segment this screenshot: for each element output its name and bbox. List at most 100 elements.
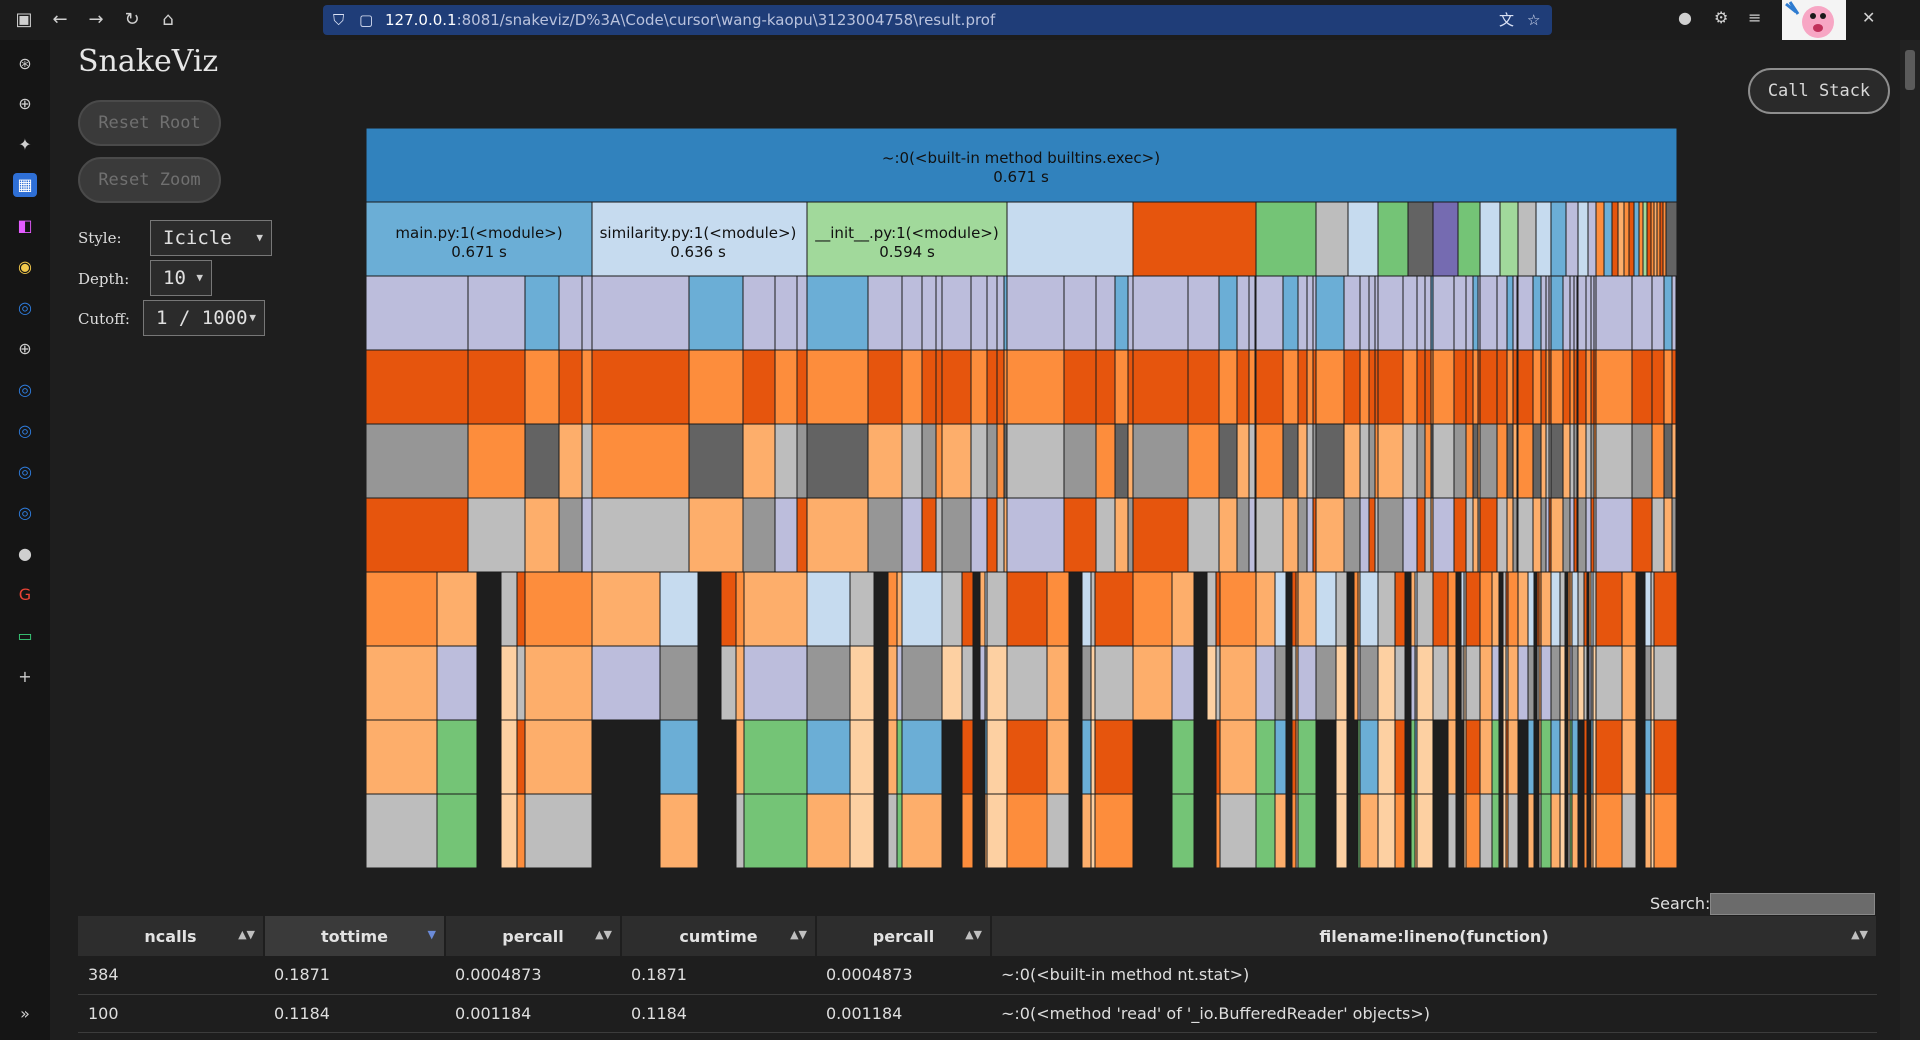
icicle-block[interactable]	[1507, 719, 1519, 795]
icicle-block[interactable]	[1255, 645, 1276, 721]
icicle-block[interactable]	[806, 423, 869, 499]
icicle-block[interactable]	[1491, 645, 1500, 721]
icicle-block[interactable]	[743, 719, 808, 795]
icicle-block[interactable]	[1633, 201, 1640, 277]
icicle-block[interactable]	[1315, 645, 1337, 721]
icicle-block[interactable]	[1595, 423, 1633, 499]
icicle-block[interactable]	[735, 719, 745, 795]
icicle-block[interactable]	[935, 349, 943, 425]
icicle-block[interactable]	[1651, 497, 1665, 573]
icicle-block[interactable]	[1506, 423, 1514, 499]
depth-select[interactable]: 10 ▼	[150, 260, 212, 296]
icicle-block[interactable]	[1465, 349, 1474, 425]
icicle-block[interactable]	[796, 275, 808, 351]
icicle-block[interactable]	[1132, 423, 1189, 499]
icicle-block[interactable]	[1540, 793, 1552, 868]
icicle-block[interactable]	[1535, 201, 1552, 277]
icicle-block[interactable]	[1577, 423, 1587, 499]
sort-icon[interactable]: ▲▼	[965, 928, 982, 941]
reset-root-button[interactable]: Reset Root	[78, 100, 221, 146]
icicle-block[interactable]	[1187, 275, 1220, 351]
icicle-block[interactable]	[1585, 497, 1592, 573]
icicle-block[interactable]	[1550, 645, 1561, 721]
icicle-block[interactable]	[1644, 571, 1652, 647]
main-node-time[interactable]: 0.671 s	[451, 243, 507, 261]
icicle-block[interactable]	[941, 497, 972, 573]
icicle-block[interactable]	[1006, 349, 1065, 425]
icicle-block[interactable]	[1315, 275, 1345, 351]
icicle-block[interactable]	[1046, 793, 1070, 868]
icicle-block[interactable]	[1527, 571, 1535, 647]
icicle-block[interactable]	[1540, 349, 1547, 425]
icicle-block[interactable]	[1506, 497, 1514, 573]
icicle-block[interactable]	[1571, 793, 1579, 868]
icicle-block[interactable]	[1297, 349, 1308, 425]
icicle-block[interactable]	[1472, 497, 1479, 573]
icicle-block[interactable]	[1550, 497, 1564, 573]
icicle-block[interactable]	[591, 571, 661, 647]
icicle-block[interactable]	[1416, 571, 1434, 647]
icicle-block[interactable]	[688, 497, 744, 573]
openai-icon[interactable]: ⊛	[18, 54, 32, 73]
icicle-block[interactable]	[1410, 645, 1416, 721]
icicle-block[interactable]	[1472, 275, 1479, 351]
icicle-block[interactable]	[436, 793, 478, 868]
icicle-block[interactable]	[1562, 497, 1571, 573]
icicle-block[interactable]	[1274, 719, 1287, 795]
icicle-block[interactable]	[1432, 423, 1455, 499]
icicle-block[interactable]	[867, 275, 903, 351]
icicle-block[interactable]	[1432, 201, 1459, 277]
icicle-block[interactable]	[558, 497, 583, 573]
icicle-block[interactable]	[1114, 349, 1129, 425]
icicle-block[interactable]	[796, 497, 808, 573]
icicle-block[interactable]	[1465, 497, 1474, 573]
icicle-block[interactable]	[516, 719, 526, 795]
icicle-block[interactable]	[720, 645, 737, 721]
icicle-block[interactable]	[1274, 645, 1287, 721]
icicle-block[interactable]	[1479, 423, 1498, 499]
add-icon[interactable]: +	[18, 667, 32, 686]
icicle-block[interactable]	[1653, 571, 1677, 647]
icicle-block[interactable]	[1671, 275, 1677, 351]
icicle-block[interactable]	[1410, 793, 1416, 868]
icicle-block[interactable]	[1571, 719, 1579, 795]
icicle-block[interactable]	[1507, 571, 1519, 647]
icicle-block[interactable]	[1527, 719, 1535, 795]
icicle-block[interactable]	[1496, 275, 1508, 351]
icicle-block[interactable]	[1550, 719, 1561, 795]
icicle-block[interactable]	[901, 423, 923, 499]
icicle-block[interactable]	[1359, 275, 1370, 351]
account-icon[interactable]: ●	[1678, 8, 1692, 27]
icicle-block[interactable]	[1595, 497, 1633, 573]
icicle-block[interactable]	[806, 571, 851, 647]
shield-icon[interactable]: ⛉	[333, 11, 345, 29]
icicle-block[interactable]	[1315, 571, 1337, 647]
icicle-block[interactable]	[1094, 719, 1134, 795]
icicle-block[interactable]	[867, 497, 903, 573]
icicle-block[interactable]	[1432, 349, 1455, 425]
icicle-block[interactable]	[1571, 645, 1579, 721]
icicle-block[interactable]	[996, 349, 1005, 425]
icicle-block[interactable]	[961, 793, 974, 868]
icicle-block[interactable]	[1255, 793, 1276, 868]
icicle-block[interactable]	[806, 275, 869, 351]
col-ncalls-header[interactable]: ncalls ▲▼	[78, 916, 265, 956]
icicle-block[interactable]	[1297, 497, 1308, 573]
icicle-block[interactable]	[1424, 423, 1432, 499]
icicle-block[interactable]	[1248, 349, 1256, 425]
similarity-node-label[interactable]: similarity.py:1(<module>)	[600, 224, 797, 242]
icicle-block[interactable]	[1424, 497, 1432, 573]
sort-icon[interactable]: ▲▼	[238, 928, 255, 941]
scrollbar-thumb[interactable]	[1905, 50, 1915, 90]
menu-icon[interactable]: ≡	[1748, 8, 1762, 27]
icicle-block[interactable]	[1394, 571, 1406, 647]
icicle-block[interactable]	[774, 423, 798, 499]
icicle-block[interactable]	[1540, 275, 1547, 351]
icicle-block[interactable]	[970, 349, 988, 425]
icicle-block[interactable]	[1583, 719, 1588, 795]
icicle-block[interactable]	[1479, 497, 1498, 573]
github-icon[interactable]: ●	[18, 544, 32, 563]
icicle-block[interactable]	[1255, 275, 1284, 351]
col-function-header[interactable]: filename:lineno(function) ▲▼	[991, 916, 1878, 956]
icicle-block[interactable]	[1377, 645, 1396, 721]
